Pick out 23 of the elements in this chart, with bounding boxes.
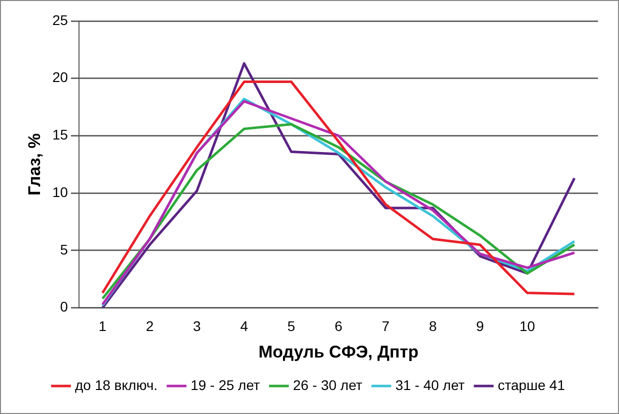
legend-label: 26 - 30 лет xyxy=(292,376,363,393)
x-tick-label: 2 xyxy=(146,318,154,334)
legend-label: старше 41 xyxy=(498,376,566,393)
x-tick-label: 4 xyxy=(240,318,248,334)
x-tick-label: 1 xyxy=(98,318,107,334)
legend-label: 19 - 25 лет xyxy=(190,376,261,393)
y-tick-label: 25 xyxy=(52,12,68,28)
y-tick-label: 5 xyxy=(60,241,68,258)
y-axis-title: Глаз, % xyxy=(24,133,44,196)
legend-label: до 18 включ. xyxy=(74,376,158,393)
x-tick-label: 10 xyxy=(519,318,536,334)
y-tick-label: 10 xyxy=(52,184,68,200)
legend-label: 31 - 40 лет xyxy=(395,376,466,393)
x-tick-label: 6 xyxy=(334,318,343,334)
x-tick-label: 9 xyxy=(476,318,484,334)
y-tick-label: 0 xyxy=(60,298,68,315)
x-tick-label: 8 xyxy=(428,318,437,334)
x-axis-title: Модуль СФЭ, Дптр xyxy=(258,342,418,362)
y-tick-label: 20 xyxy=(52,69,68,86)
x-tick-label: 3 xyxy=(193,318,202,334)
y-tick-label: 15 xyxy=(52,126,68,143)
x-tick-label: 7 xyxy=(382,318,390,334)
x-tick-label: 5 xyxy=(287,318,296,334)
